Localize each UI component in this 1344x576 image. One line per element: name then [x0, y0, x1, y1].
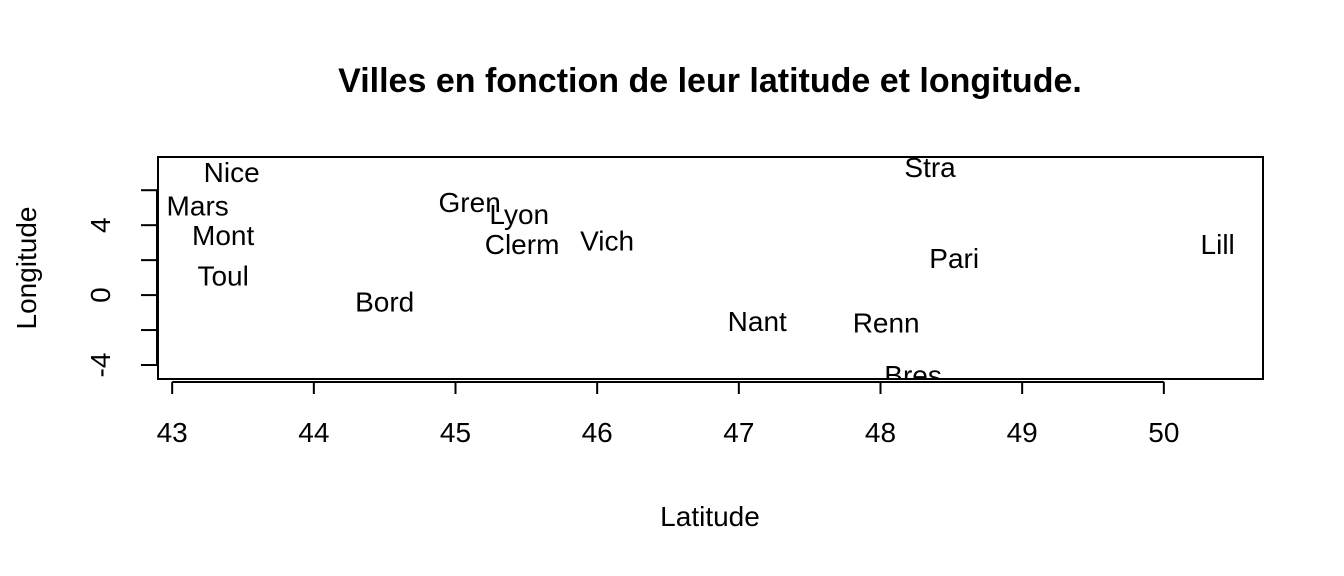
- city-label: Renn: [853, 308, 920, 339]
- x-tick-label: 46: [582, 417, 613, 448]
- y-axis-label: Longitude: [11, 206, 42, 329]
- y-tick-label: 0: [85, 287, 116, 303]
- city-label: Clerm: [485, 229, 560, 260]
- city-label: Mars: [167, 190, 229, 221]
- city-label: Gren: [439, 187, 501, 218]
- city-label: Stra: [904, 152, 956, 183]
- city-label: Lyon: [489, 199, 549, 230]
- city-label: Vich: [580, 225, 634, 256]
- city-label: Nant: [728, 306, 787, 337]
- y-axis: -4 0 4: [85, 189, 158, 378]
- city-label: Mont: [192, 220, 254, 251]
- x-tick-label: 44: [298, 417, 329, 448]
- x-tick-label: 43: [157, 417, 188, 448]
- y-tick-label: -4: [85, 353, 116, 378]
- city-label: Bres: [884, 360, 942, 391]
- city-label: Lill: [1201, 229, 1235, 260]
- city-label: Toul: [197, 260, 248, 291]
- x-tick-label: 47: [723, 417, 754, 448]
- city-label: Nice: [204, 157, 260, 188]
- x-tick-label: 50: [1148, 417, 1179, 448]
- chart-title: Villes en fonction de leur latitude et l…: [338, 62, 1082, 100]
- y-tick-label: 4: [85, 217, 116, 233]
- city-label: Pari: [929, 243, 979, 274]
- plot-frame: [157, 156, 1264, 380]
- x-tick-label: 45: [440, 417, 471, 448]
- city-label: Bord: [355, 287, 414, 318]
- x-tick-label: 48: [865, 417, 896, 448]
- x-tick-label: 49: [1007, 417, 1038, 448]
- x-axis-label: Latitude: [660, 501, 760, 532]
- x-axis: 43 44 45 46 47 48 49 50: [157, 381, 1179, 448]
